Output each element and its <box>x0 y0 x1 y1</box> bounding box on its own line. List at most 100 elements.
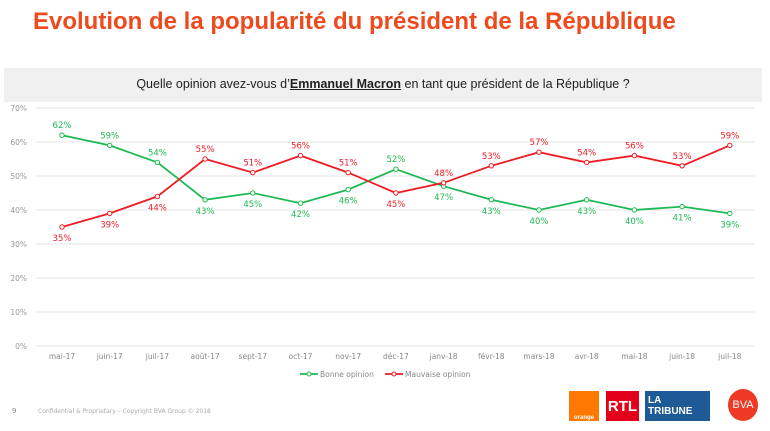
bva-logo: BVA <box>728 389 758 421</box>
x-tick-label: juin-17 <box>96 352 123 361</box>
data-label: 57% <box>530 138 549 148</box>
data-label: 56% <box>625 142 644 152</box>
la-tribune-logo-line2: TRIBUNE <box>648 406 693 417</box>
data-label: 54% <box>148 148 167 158</box>
data-point <box>154 193 161 200</box>
data-point <box>679 203 685 210</box>
question-suffix: en tant que président de la République ? <box>401 77 630 91</box>
data-point <box>154 159 161 166</box>
x-tick-label: oct-17 <box>289 352 313 361</box>
data-point <box>488 197 494 203</box>
x-tick-label: avr-18 <box>575 352 599 361</box>
data-point <box>679 163 685 169</box>
data-label: 52% <box>386 155 405 165</box>
data-label: 47% <box>434 193 453 203</box>
data-label: 56% <box>291 142 310 152</box>
x-tick-label: sept-17 <box>239 352 268 361</box>
data-label: 44% <box>148 203 167 213</box>
y-tick-label: 40% <box>10 206 27 215</box>
data-label: 40% <box>530 217 549 227</box>
data-label: 51% <box>339 159 358 169</box>
data-point <box>631 152 638 159</box>
data-point <box>202 197 208 203</box>
data-label: 45% <box>243 200 262 210</box>
x-tick-label: août-17 <box>191 352 220 361</box>
data-point <box>488 163 494 169</box>
data-point <box>536 149 542 155</box>
data-label: 48% <box>434 169 453 179</box>
orange-logo: orange <box>569 391 599 421</box>
x-tick-label: févr-18 <box>478 352 505 361</box>
data-label: 43% <box>577 207 596 217</box>
x-tick-label: mai-18 <box>621 352 647 361</box>
page-number: 9 <box>12 407 17 415</box>
y-tick-label: 10% <box>10 308 27 317</box>
data-label: 51% <box>243 159 262 169</box>
data-point <box>727 210 733 217</box>
data-label: 45% <box>386 200 405 210</box>
data-label: 42% <box>291 210 310 220</box>
data-label: 62% <box>53 121 72 131</box>
data-point <box>584 159 590 166</box>
data-point <box>440 180 447 186</box>
orange-logo-text: orange <box>573 415 594 421</box>
x-tick-label: janv-18 <box>429 352 458 361</box>
y-tick-label: 30% <box>10 240 27 249</box>
x-tick-label: nov-17 <box>335 352 361 361</box>
page-title: Evolution de la popularité du président … <box>33 8 676 35</box>
data-point <box>107 210 113 217</box>
data-point <box>393 190 399 196</box>
y-tick-label: 20% <box>10 274 27 283</box>
x-tick-label: juil-17 <box>145 352 169 361</box>
data-point <box>297 200 304 206</box>
legend-marker <box>306 371 312 377</box>
legend-label: Mauvaise opinion <box>405 370 471 379</box>
data-label: 39% <box>720 220 739 230</box>
data-point <box>297 152 304 159</box>
data-label: 41% <box>673 214 692 224</box>
question-prefix: Quelle opinion avez-vous d’ <box>136 77 290 91</box>
data-label: 43% <box>196 207 215 217</box>
data-label: 35% <box>53 234 72 244</box>
rtl-logo: RTL <box>606 391 639 421</box>
question-banner: Quelle opinion avez-vous d’Emmanuel Macr… <box>4 68 762 102</box>
data-label: 40% <box>625 217 644 227</box>
legend-label: Bonne opinion <box>320 370 374 379</box>
data-point <box>250 190 256 196</box>
x-tick-label: juin-18 <box>668 352 695 361</box>
data-point <box>107 142 113 149</box>
data-label: 46% <box>339 197 358 207</box>
data-point <box>345 186 351 193</box>
data-label: 59% <box>100 131 119 141</box>
x-tick-label: déc-17 <box>383 352 409 361</box>
data-label: 54% <box>577 148 596 158</box>
data-label: 43% <box>482 207 501 217</box>
y-tick-label: 60% <box>10 138 27 147</box>
data-label: 55% <box>196 145 215 155</box>
la-tribune-logo: LA TRIBUNE <box>645 391 710 421</box>
data-label: 39% <box>100 220 119 230</box>
y-tick-label: 0% <box>15 342 27 351</box>
y-tick-label: 70% <box>10 104 27 113</box>
data-point <box>536 207 542 213</box>
data-label: 53% <box>482 152 501 162</box>
data-point <box>727 142 733 149</box>
rtl-logo-text: RTL <box>607 397 638 415</box>
footer-copyright: Confidential & Proprietary – Copyright B… <box>38 408 211 415</box>
x-tick-label: mai-17 <box>49 352 75 361</box>
x-tick-label: juil-18 <box>717 352 741 361</box>
data-label: 59% <box>720 131 739 141</box>
data-point <box>393 166 399 172</box>
data-label: 53% <box>673 152 692 162</box>
legend-marker <box>391 371 397 377</box>
data-point <box>59 224 65 230</box>
data-point <box>250 169 256 176</box>
la-tribune-logo-line1: LA <box>648 395 662 406</box>
data-point <box>584 197 590 203</box>
data-point <box>345 169 351 176</box>
data-point <box>59 132 65 138</box>
data-point <box>631 207 638 213</box>
data-point <box>202 156 208 162</box>
question-subject: Emmanuel Macron <box>289 77 402 91</box>
